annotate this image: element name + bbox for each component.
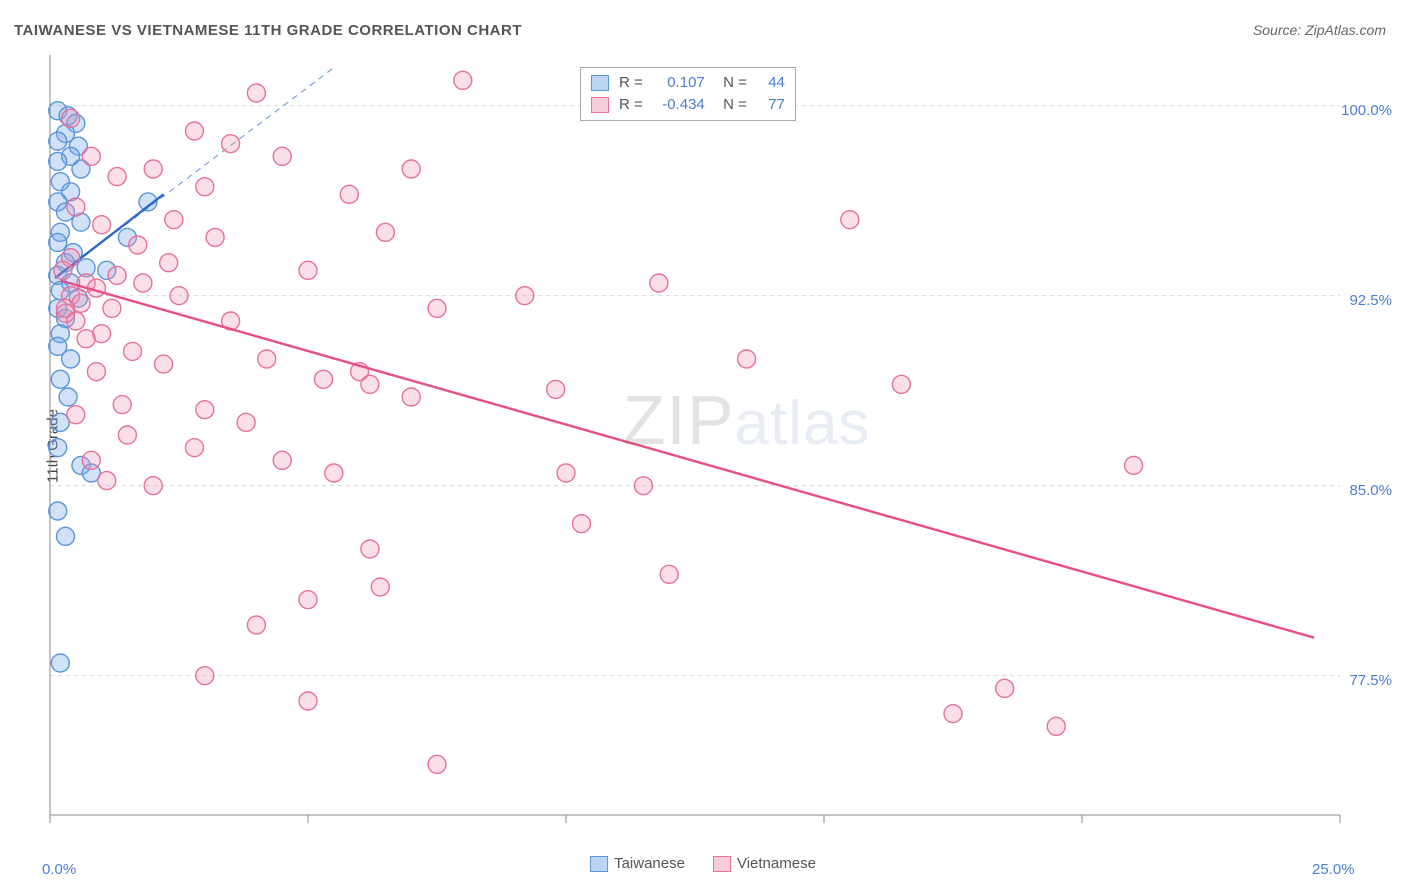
legend-swatch-icon — [713, 856, 731, 872]
legend-n-label: N = — [715, 72, 747, 94]
y-tick-label: 92.5% — [1349, 292, 1392, 309]
legend-series-name: Vietnamese — [737, 855, 816, 872]
y-tick-label: 77.5% — [1349, 672, 1392, 689]
y-tick-label: 100.0% — [1341, 102, 1392, 119]
legend-r-label: R = — [619, 72, 643, 94]
stats-legend: R = 0.107 N = 44 R = -0.434 N = 77 — [580, 67, 796, 121]
legend-series-name: Taiwanese — [614, 855, 685, 872]
legend-swatch-icon — [590, 856, 608, 872]
legend-n-value: 77 — [757, 94, 785, 116]
plot-area: ZIPatlas R =0.107 N =44R =-0.434 N =77 — [50, 55, 1340, 815]
x-tick-label: 25.0% — [1312, 861, 1355, 878]
y-tick-label: 85.0% — [1349, 482, 1392, 499]
legend-item: Vietnamese — [713, 855, 816, 872]
legend-r-label: R = — [619, 94, 643, 116]
legend-r-value: -0.434 — [653, 94, 705, 116]
legend-r-value: 0.107 — [653, 72, 705, 94]
chart-title: TAIWANESE VS VIETNAMESE 11TH GRADE CORRE… — [14, 22, 522, 39]
legend-n-label: N = — [715, 94, 747, 116]
series-legend: Taiwanese Vietnamese — [590, 855, 816, 872]
legend-n-value: 44 — [757, 72, 785, 94]
correlation-chart: TAIWANESE VS VIETNAMESE 11TH GRADE CORRE… — [0, 0, 1406, 892]
stats-legend-row: R = 0.107 N = 44 — [591, 72, 785, 94]
x-tick-label: 0.0% — [42, 861, 76, 878]
legend-swatch-icon — [591, 75, 609, 91]
legend-item: Taiwanese — [590, 855, 685, 872]
plot-svg — [50, 55, 1340, 815]
legend-swatch-icon — [591, 97, 609, 113]
stats-legend-row: R = -0.434 N = 77 — [591, 94, 785, 116]
source-attribution: Source: ZipAtlas.com — [1253, 22, 1386, 38]
